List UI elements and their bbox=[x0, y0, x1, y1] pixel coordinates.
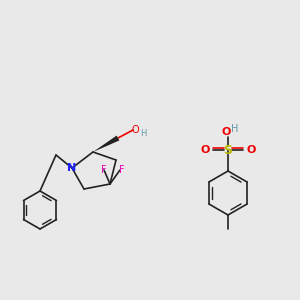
Polygon shape bbox=[93, 136, 119, 152]
Text: O: O bbox=[200, 145, 210, 155]
Text: H: H bbox=[140, 128, 146, 137]
Text: F: F bbox=[101, 165, 107, 175]
Text: O: O bbox=[221, 127, 231, 137]
Text: F: F bbox=[119, 165, 125, 175]
Text: N: N bbox=[68, 163, 76, 173]
Text: O: O bbox=[131, 125, 139, 135]
Text: H: H bbox=[231, 124, 239, 134]
Text: O: O bbox=[246, 145, 256, 155]
Text: S: S bbox=[224, 143, 232, 157]
